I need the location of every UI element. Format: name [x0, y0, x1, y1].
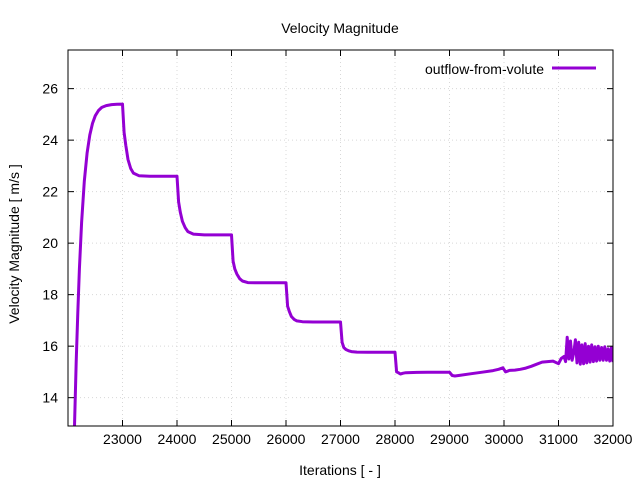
axis-ticks: 23000 24000 25000 26000 27000 28000 29000 30000…	[42, 50, 633, 447]
grid	[68, 50, 614, 426]
y-tick-label: 18	[42, 287, 58, 303]
x-tick-label: 28000	[376, 431, 415, 447]
y-axis-label: Velocity Magnitude [ m/s ]	[6, 164, 22, 324]
y-tick-label: 24	[42, 132, 58, 148]
chart-title: Velocity Magnitude	[281, 20, 399, 36]
y-tick-label: 20	[42, 235, 58, 251]
legend: outflow-from-volute	[425, 61, 596, 77]
x-tick-label: 31000	[539, 431, 578, 447]
x-tick-label: 25000	[212, 431, 251, 447]
x-tick-label: 23000	[103, 431, 142, 447]
y-tick-label: 26	[42, 81, 58, 97]
x-tick-label: 32000	[594, 431, 633, 447]
x-tick-label: 24000	[158, 431, 197, 447]
y-tick-label: 14	[42, 390, 58, 406]
legend-entry-label: outflow-from-volute	[425, 61, 544, 77]
series-layer	[73, 102, 613, 426]
x-tick-label: 30000	[485, 431, 524, 447]
y-tick-label: 22	[42, 184, 58, 200]
x-tick-label: 27000	[321, 431, 360, 447]
y-tick-label: 16	[42, 338, 58, 354]
series-line-outflow-from-volute	[73, 102, 613, 426]
x-axis-label: Iterations [ - ]	[299, 462, 381, 478]
x-tick-label: 26000	[267, 431, 306, 447]
x-tick-label: 29000	[430, 431, 469, 447]
